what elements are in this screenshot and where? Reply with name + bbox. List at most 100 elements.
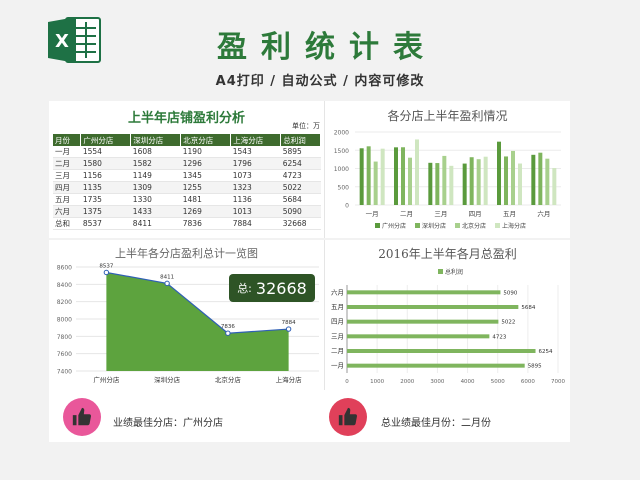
table-cell: 1013 [230, 205, 281, 218]
y-tick-label: 六月 [331, 287, 344, 296]
y-tick-label: 7800 [57, 334, 72, 341]
table-cell: 三月 [53, 169, 81, 182]
y-tick-label: 2000 [334, 130, 349, 137]
data-label: 4723 [492, 334, 506, 340]
x-tick-label: 深圳分店 [154, 375, 181, 384]
legend-label: 上海分店 [502, 222, 526, 230]
table-cell: 1255 [180, 181, 231, 194]
best-store-text: 业绩最佳分店：广州分店 [113, 418, 223, 429]
table-header-cell: 总利润 [280, 134, 321, 146]
table-cell: 1330 [130, 193, 181, 206]
data-point [285, 326, 292, 332]
table-cell: 1345 [180, 169, 231, 182]
total-profit-badge: 总: 32668 [229, 274, 315, 302]
table-row: 一月 1554 1608 1190 1543 5895 [53, 146, 321, 158]
monthly-total-hbar-chart-panel: 2016年上半年各月总盈利 总利润 0 1000 2000 3000 4000 5000 60… [324, 240, 570, 390]
bar [511, 150, 515, 205]
table-header-cell: 上海分店 [230, 134, 282, 146]
bar [347, 334, 490, 339]
excel-logo-icon: X [48, 17, 101, 63]
x-tick-label: 上海分店 [276, 375, 303, 384]
bar [545, 158, 550, 205]
table-title: 上半年店铺盈利分析 [127, 111, 245, 126]
bar [347, 363, 525, 368]
bar [518, 163, 522, 205]
x-tick-label: 二月 [400, 210, 413, 218]
table-cell: 6254 [280, 157, 321, 170]
table-cell: 1582 [130, 157, 181, 170]
bar [449, 165, 454, 205]
page-title: 盈利统计表 [217, 30, 437, 65]
table-cell: 1543 [230, 146, 281, 158]
table-cell: 一月 [53, 146, 81, 158]
legend-swatch [455, 223, 460, 228]
table-cell: 1296 [180, 157, 231, 170]
data-label: 5022 [501, 320, 515, 326]
area-chart-title: 上半年各分店盈利总计一览图 [115, 247, 258, 260]
legend-swatch [375, 223, 380, 228]
data-label: 6254 [539, 349, 553, 355]
x-tick-label: 2000 [400, 379, 414, 385]
table-cell: 六月 [53, 205, 81, 218]
bar [504, 156, 508, 205]
bar [442, 155, 447, 205]
bar [359, 148, 364, 205]
bar [435, 163, 440, 205]
table-cell: 1796 [230, 157, 281, 170]
table-row: 三月 1156 1149 1345 1073 4723 [53, 169, 321, 182]
bar [531, 154, 536, 205]
data-label: 5684 [521, 305, 535, 311]
y-tick-label: 四月 [331, 318, 344, 326]
bar [347, 349, 536, 353]
hbar-chart-title: 2016年上半年各月总盈利 [378, 247, 517, 261]
y-tick-label: 一月 [331, 362, 344, 370]
area-chart: 7400 7600 7800 8000 8200 8400 8600 8537 广州分店 8411… [57, 263, 319, 384]
bar [401, 147, 405, 205]
y-tick-label: 7600 [57, 351, 72, 358]
y-tick-label: 五月 [331, 303, 344, 311]
legend-label: 北京分店 [462, 222, 486, 230]
x-tick-label: 7000 [551, 379, 565, 385]
bar [483, 156, 488, 205]
table-cell: 8537 [80, 217, 131, 230]
bar [373, 161, 378, 205]
table-cell: 1269 [180, 205, 231, 218]
data-label: 5090 [503, 290, 517, 296]
bar [347, 305, 519, 309]
total-value: 32668 [255, 278, 307, 298]
bar [428, 162, 433, 205]
x-tick-label: 6000 [521, 379, 535, 385]
table-row: 四月 1135 1309 1255 1323 5022 [53, 181, 321, 194]
thumbs-up-icon [63, 398, 101, 436]
legend-swatch [415, 223, 420, 228]
table-cell: 1136 [230, 193, 281, 206]
bar [394, 147, 398, 205]
table-cell: 5022 [280, 181, 321, 194]
bar [462, 163, 467, 205]
monthly-store-bar-chart-panel: 各分店上半年盈利情况 0 500 1000 1500 2000 一月 二月 三月 四月 五月 六月广… [324, 101, 570, 238]
bar [415, 139, 419, 205]
table-cell: 1580 [80, 157, 131, 170]
table-cell: 四月 [53, 181, 81, 194]
area-fill [106, 272, 289, 371]
table-row: 总和 8537 8411 7836 7884 32668 [53, 217, 321, 230]
table-header-cell: 北京分店 [180, 134, 232, 146]
x-tick-label: 北京分店 [215, 375, 242, 384]
x-tick-label: 广州分店 [93, 375, 120, 384]
table-cell: 7884 [230, 217, 281, 230]
legend-swatch [438, 269, 443, 274]
x-tick-label: 三月 [434, 210, 447, 218]
x-tick-label: 一月 [366, 210, 379, 218]
thumbs-up-icon [329, 398, 367, 436]
bar [552, 168, 557, 205]
best-month-text: 总业绩最佳月份：二月份 [381, 418, 491, 429]
y-tick-label: 二月 [331, 347, 344, 355]
x-tick-label: 五月 [503, 210, 516, 218]
x-tick-label: 5000 [491, 379, 505, 385]
x-tick-label: 六月 [537, 209, 550, 218]
table-header-cell: 广州分店 [80, 134, 132, 146]
legend-label: 广州分店 [382, 222, 406, 230]
y-tick-label: 8600 [57, 265, 72, 272]
data-label: 7836 [221, 324, 235, 330]
bar [347, 319, 499, 324]
